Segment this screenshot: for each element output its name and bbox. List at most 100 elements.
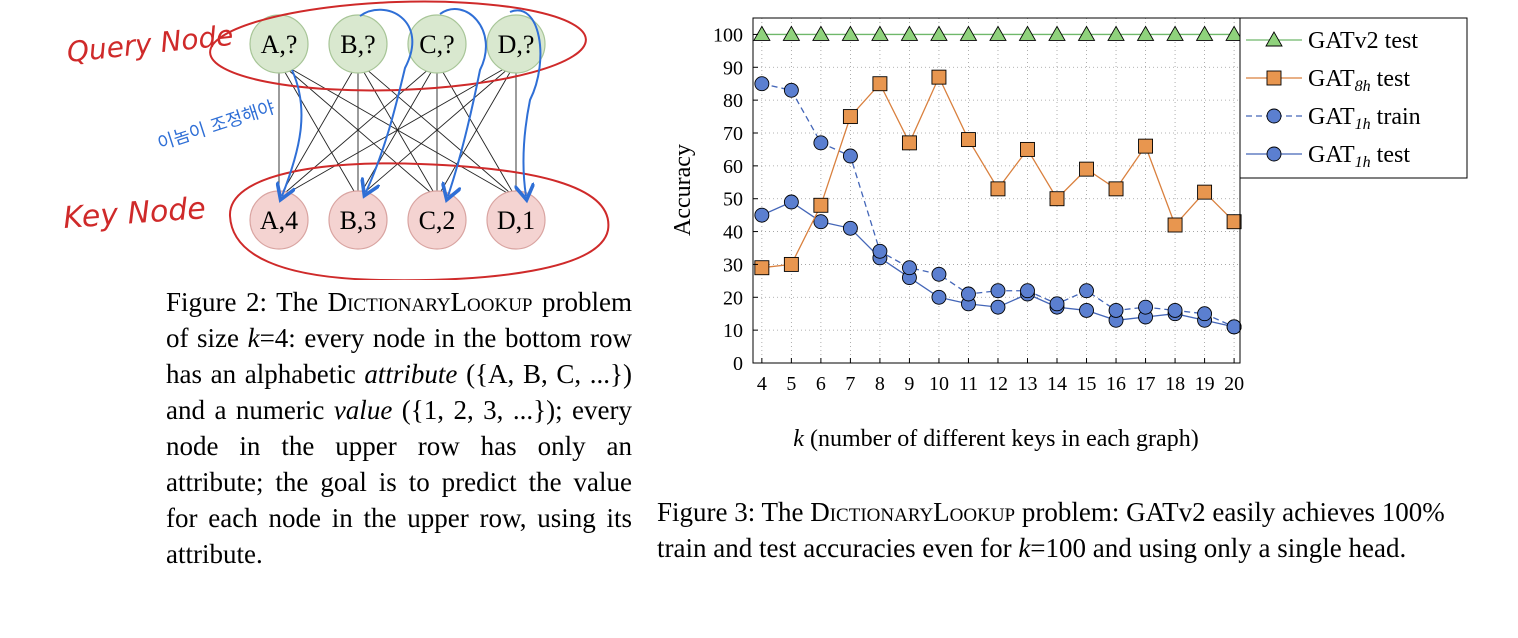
x-tick-label: 12 [988, 373, 1008, 395]
key-node-label: D,1 [497, 206, 535, 235]
data-point [1138, 138, 1154, 154]
data-point [1049, 191, 1065, 207]
key-node-annotation: Key Node [62, 191, 207, 236]
legend: GATv2 test GAT8h test GAT1h train GAT1h tes… [1239, 17, 1468, 179]
caption-label: Figure 3: The [657, 497, 811, 527]
x-tick-label: 14 [1047, 373, 1067, 395]
query-node-annotation: Query Node [65, 19, 235, 69]
query-node-label: C,? [419, 30, 454, 59]
series-line [761, 75, 1235, 269]
data-point [1167, 302, 1183, 318]
data-point [813, 197, 829, 213]
x-tick-label: 8 [875, 373, 885, 395]
data-point [1226, 319, 1242, 335]
x-tick-label: 13 [1017, 373, 1037, 395]
caption-text: ({A, B, C, ...}) and a numeric [166, 359, 633, 425]
data-point [990, 283, 1006, 299]
key-node-label: A,4 [260, 206, 298, 235]
x-tick-label: 18 [1165, 373, 1185, 395]
y-tick-label: 10 [723, 320, 743, 342]
series-layer [753, 25, 1243, 335]
y-tick-label: 40 [723, 222, 743, 244]
data-point [959, 25, 978, 41]
data-point [931, 69, 947, 85]
caption-emphasis: value [333, 395, 393, 425]
ticks: 4 5 6 7 8 9 10 11 12 13 14 15 16 17 18 19 20 0 10 20 30 40 50 6… [713, 24, 1244, 395]
data-point [1048, 25, 1066, 41]
caption-text: ({1, 2, 3, ...}); every node in the uppe… [166, 395, 632, 569]
y-tick-label: 0 [733, 353, 743, 375]
y-tick-label: 60 [723, 156, 743, 178]
x-tick-label: 15 [1077, 373, 1097, 395]
query-node-label: B,? [340, 30, 375, 59]
blue-handwriting [282, 8, 542, 196]
caption-text: problem of size [166, 287, 632, 353]
bipartite-edges [278, 61, 517, 199]
x-tick-label: 6 [816, 373, 826, 395]
caption-text: =4: every node in the bottom row has an … [166, 323, 633, 389]
problem-name: DictionaryLookup [327, 287, 533, 317]
data-point [813, 214, 829, 230]
key-node-row: A,4 B,3 C,2 D,1 [249, 190, 546, 250]
data-point [872, 76, 888, 92]
data-point [813, 135, 829, 151]
data-point [812, 25, 830, 41]
data-point [754, 76, 770, 92]
x-tick-label: 20 [1224, 373, 1244, 395]
data-point [1136, 25, 1155, 41]
caption-emphasis: attribute [364, 359, 458, 389]
data-point [754, 260, 770, 276]
caption-text: problem: GATv2 easily achieves 100% trai… [657, 497, 1445, 563]
legend-label: GATv2 test [1308, 28, 1418, 54]
data-point [1195, 25, 1214, 41]
data-point [871, 25, 889, 41]
data-point [842, 220, 858, 236]
data-point [1020, 283, 1035, 299]
data-point [961, 286, 976, 302]
query-node: C,? [407, 14, 467, 74]
data-point [900, 25, 919, 41]
data-point [1197, 306, 1213, 322]
data-point [872, 243, 888, 259]
figure-3-caption: Figure 3: The DictionaryLookup problem: … [657, 494, 1477, 566]
legend-marker [1266, 70, 1282, 86]
data-point [783, 256, 799, 272]
figure-2-caption: Figure 2: The DictionaryLookup problem o… [166, 284, 632, 572]
series-2 [754, 76, 1242, 335]
query-node: A,? [249, 14, 309, 74]
x-tick-label: 17 [1136, 373, 1156, 395]
data-point [1197, 184, 1213, 200]
x-tick-label: 9 [904, 373, 914, 395]
data-point [990, 181, 1006, 197]
legend-marker [1265, 31, 1283, 47]
data-point [1108, 181, 1124, 197]
y-tick-label: 30 [723, 254, 743, 276]
data-point [753, 25, 771, 41]
x-tick-label: 10 [929, 373, 949, 395]
x-tick-label: 16 [1106, 373, 1126, 395]
plot-frame [752, 17, 1241, 364]
data-point [1049, 296, 1065, 312]
data-point [931, 266, 947, 282]
data-point [1079, 283, 1094, 299]
caption-variable: k [247, 323, 260, 353]
data-point [782, 25, 801, 41]
x-tick-label: 4 [757, 373, 767, 395]
y-tick-label: 80 [723, 90, 743, 112]
data-point [783, 194, 799, 210]
x-axis-label: k (number of different keys in each grap… [793, 426, 1198, 452]
legend-label: GAT1h test [1308, 142, 1410, 171]
data-point [1226, 214, 1242, 230]
data-point [989, 25, 1007, 41]
y-tick-label: 20 [723, 287, 743, 309]
data-point [783, 82, 799, 98]
data-point [1079, 161, 1094, 177]
x-tick-label: 5 [786, 373, 796, 395]
y-tick-label: 100 [713, 24, 743, 46]
data-point [901, 260, 917, 276]
data-point [841, 25, 860, 41]
data-point [1020, 141, 1035, 157]
legend-marker [1266, 146, 1282, 162]
data-point [1166, 25, 1184, 41]
query-node: D,? [486, 14, 546, 74]
